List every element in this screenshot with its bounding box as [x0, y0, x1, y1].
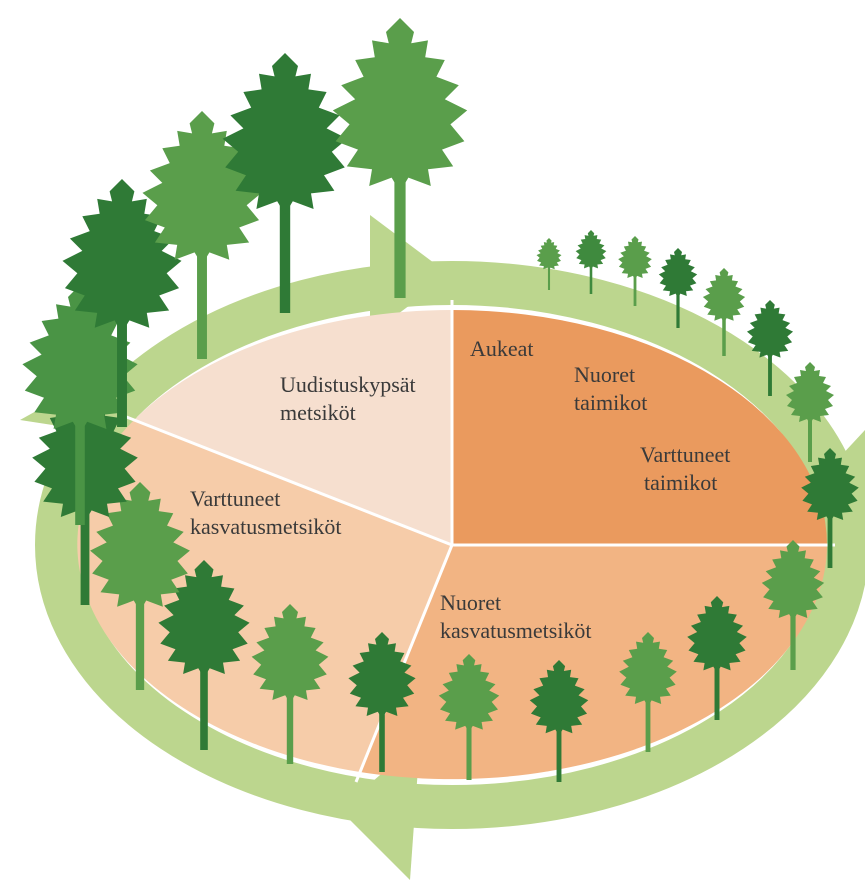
sector-label: metsiköt — [280, 400, 356, 425]
sector-label: Uudistuskypsät — [280, 372, 416, 397]
sector-label: kasvatusmetsiköt — [440, 618, 592, 643]
tree — [332, 18, 468, 298]
sector-label: kasvatusmetsiköt — [190, 514, 342, 539]
sector-label: Nuoret — [440, 590, 501, 615]
sector-young-stands — [452, 310, 827, 545]
sector-label: Aukeat — [470, 336, 534, 361]
sector-label: Nuoret — [574, 362, 635, 387]
sector-label: Varttuneet — [640, 442, 730, 467]
sector-label: taimikot — [644, 470, 717, 495]
sector-mature — [134, 309, 452, 545]
cycle-ring — [35, 261, 865, 829]
sector-label: taimikot — [574, 390, 647, 415]
arrow-head — [370, 215, 450, 335]
sector-label: Varttuneet — [190, 486, 280, 511]
